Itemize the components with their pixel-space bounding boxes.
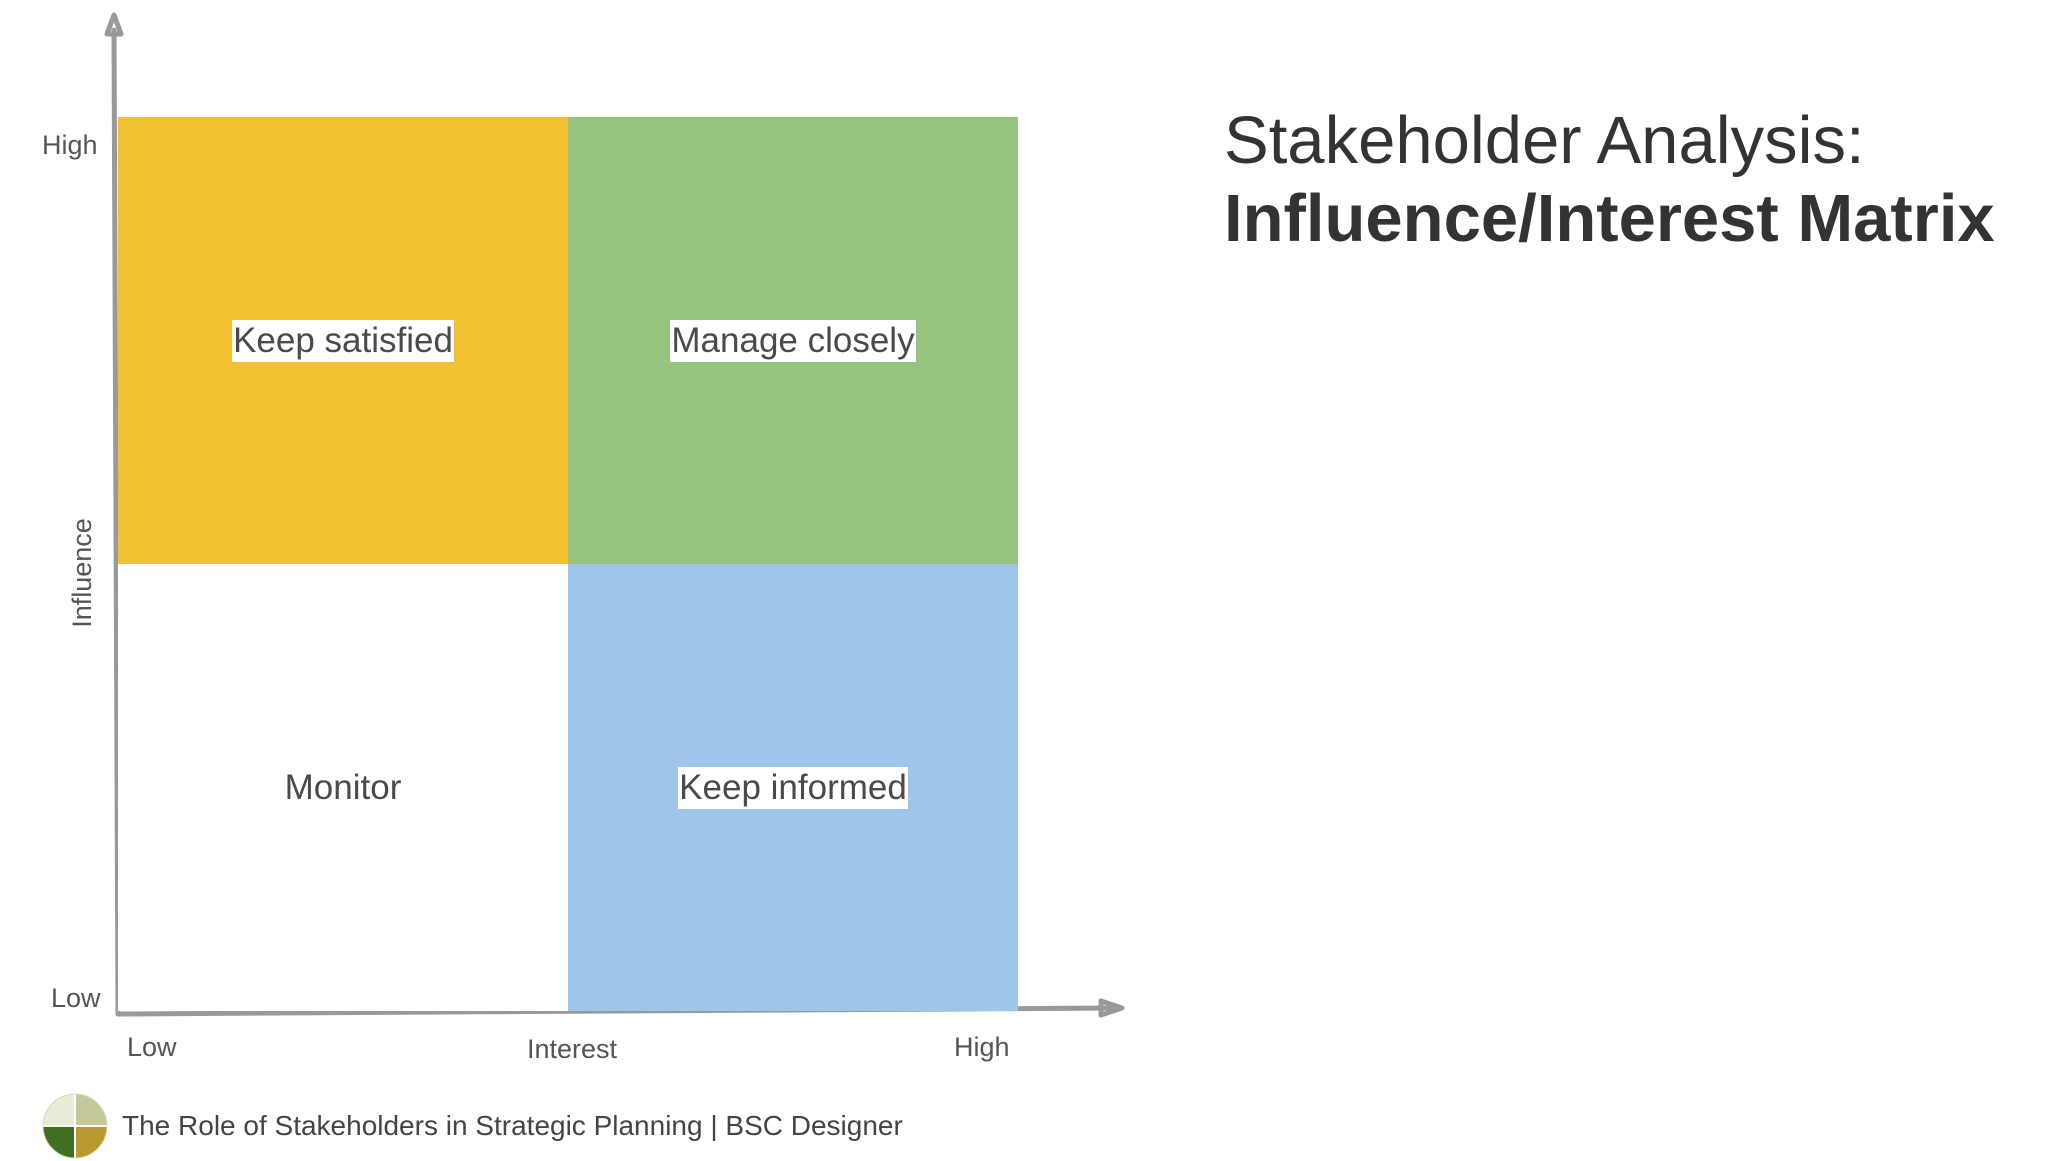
quadrant-label-keep-satisfied: Keep satisfied <box>232 319 454 362</box>
quadrant-keep-satisfied: Keep satisfied <box>118 117 568 564</box>
x-axis-low-label: Low <box>127 1032 177 1062</box>
footer: The Role of Stakeholders in Strategic Pl… <box>42 1091 903 1161</box>
x-axis-arrow-icon <box>1098 998 1125 1018</box>
quadrant-label-manage-closely: Manage closely <box>670 319 916 362</box>
y-axis-arrow-icon <box>104 12 124 37</box>
slide-title-line1: Stakeholder Analysis: <box>1224 103 1865 178</box>
slide-title: Stakeholder Analysis: Influence/Interest… <box>1224 102 1995 258</box>
y-axis-low-label: Low <box>51 983 101 1013</box>
x-axis-title: Interest <box>527 1034 618 1064</box>
x-axis-high-label: High <box>954 1032 1010 1062</box>
y-axis-high-label: High <box>42 130 98 160</box>
quadrant-label-monitor: Monitor <box>284 767 402 807</box>
quadrant-monitor: Monitor <box>118 564 568 1011</box>
quadrant-label-keep-informed: Keep informed <box>678 766 908 809</box>
slide-title-line2: Influence/Interest Matrix <box>1224 181 1995 256</box>
quadrant-keep-informed: Keep informed <box>568 564 1018 1011</box>
bsc-designer-logo-icon <box>42 1093 108 1159</box>
footer-text: The Role of Stakeholders in Strategic Pl… <box>122 1110 903 1141</box>
y-axis-line <box>111 27 121 1017</box>
quadrant-manage-closely: Manage closely <box>568 117 1018 564</box>
y-axis-title: Influence <box>67 518 97 628</box>
